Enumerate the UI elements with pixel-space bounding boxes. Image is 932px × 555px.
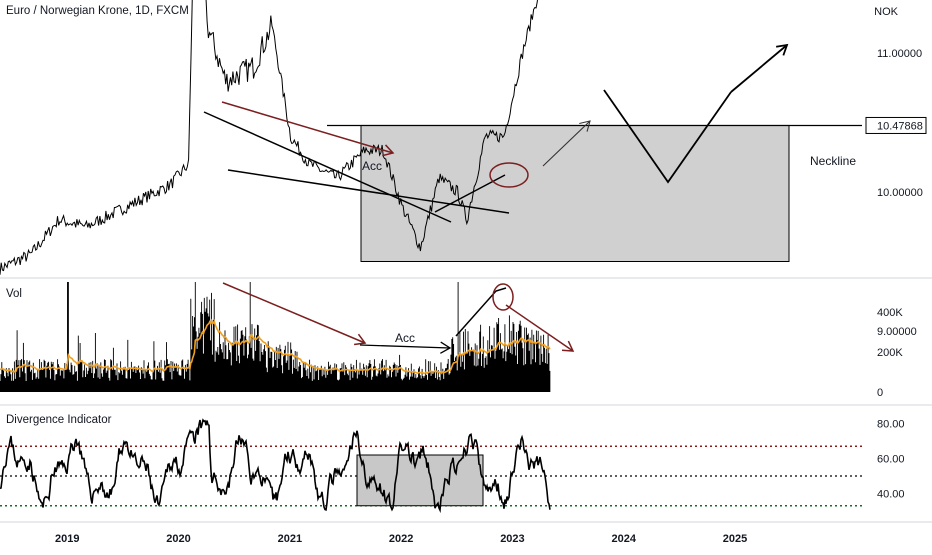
volume-down-arrow	[222, 282, 366, 344]
volume-down-arrow-head	[353, 333, 367, 346]
target-arrow-small-head	[579, 120, 591, 132]
volume-tick-label: 400K	[877, 307, 903, 319]
chart-title: Euro / Norwegian Krone, 1D, FXCM	[6, 5, 189, 17]
neckline-label: Neckline	[810, 154, 856, 168]
volume-up-line	[455, 287, 507, 337]
year-tick-label: 2022	[389, 533, 413, 545]
volume-down-arrow-2-head	[561, 340, 575, 352]
volume-tick-label: 200K	[877, 347, 903, 359]
unit-label: NOK	[874, 6, 898, 18]
volume-circle	[492, 283, 514, 311]
price-tick-label: 9.00000	[877, 326, 917, 338]
volume-down-arrow-2	[505, 304, 574, 352]
volume-bars	[0, 282, 551, 392]
projection-arrow-head	[776, 43, 789, 56]
oscillator-line	[0, 418, 551, 514]
oscillator-tick-label: 40.00	[877, 489, 905, 501]
volume-acc-arrow	[359, 344, 451, 349]
price-line	[0, 0, 538, 275]
acc-label: Acc	[362, 159, 382, 173]
year-tick-label: 2024	[612, 533, 637, 545]
breakout-circle	[489, 162, 529, 188]
downtrend-arrow	[221, 101, 394, 154]
year-tick-label: 2019	[55, 533, 79, 545]
year-tick-label: 2025	[723, 533, 747, 545]
accumulation-zone	[360, 124, 790, 262]
oscillator-tick-label: 60.00	[877, 454, 905, 466]
volume-average-line	[0, 318, 551, 375]
downtrend-arrow-head	[382, 144, 395, 157]
volume-pane-label: Vol	[6, 288, 22, 300]
price-tick-label: 11.00000	[877, 48, 922, 60]
channel-lower-line	[227, 169, 510, 214]
projection-path	[603, 89, 732, 184]
year-tick-label: 2020	[166, 533, 190, 545]
price-label: 10.47868	[877, 120, 923, 132]
oscillator-zone	[356, 454, 484, 507]
volume-acc-label: Acc	[395, 331, 415, 345]
price-tick-label: 10.00000	[877, 187, 923, 199]
indicator-pane-label: Divergence Indicator	[6, 414, 112, 426]
oscillator-tick-label: 80.00	[877, 419, 905, 431]
channel-upper-line	[203, 111, 452, 223]
volume-acc-arrow-head	[440, 341, 452, 354]
projection-arrow	[730, 44, 788, 93]
year-tick-label: 2021	[278, 533, 302, 545]
target-arrow-small	[542, 120, 591, 167]
price-label-box	[865, 116, 927, 134]
volume-tick-label: 0	[877, 387, 883, 399]
year-tick-label: 2023	[500, 533, 524, 545]
